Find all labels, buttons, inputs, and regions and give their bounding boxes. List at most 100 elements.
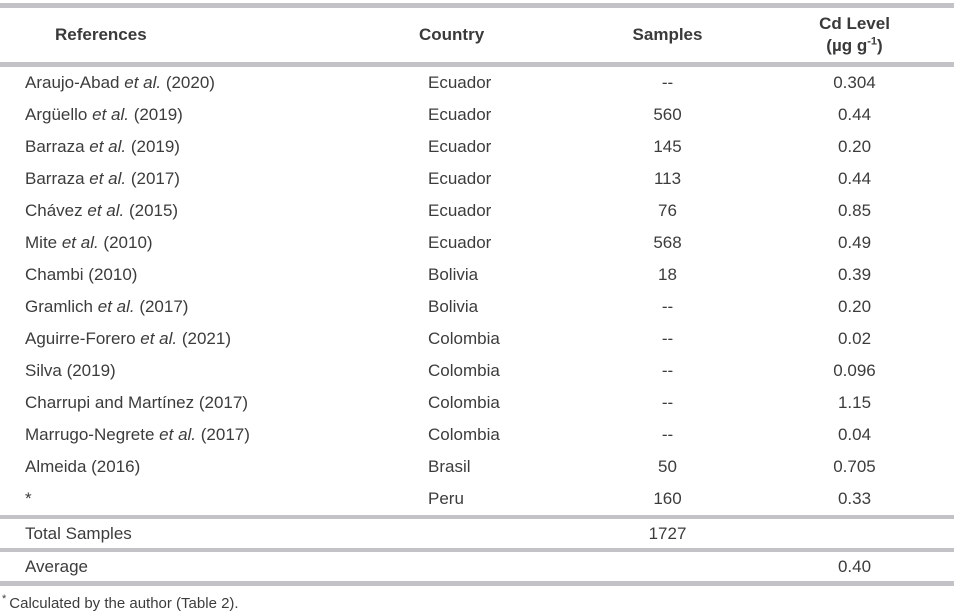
reference-text: Barraza (25, 137, 90, 156)
header-cd-unit: (µg g-1) (826, 35, 883, 56)
cd-level-cell: 0.20 (837, 137, 872, 156)
cd-level-cell: 0.20 (837, 297, 872, 316)
reference-cell: Gramlich et al. (2017) (0, 291, 395, 323)
table-row: Mite et al. (2010) Ecuador 568 0.49 (0, 227, 954, 259)
reference-text: Aguirre-Forero (25, 329, 141, 348)
table-row: Araujo-Abad et al. (2020) Ecuador -- 0.3… (0, 65, 954, 100)
reference-et-al: et al. (140, 329, 178, 348)
reference-text: Gramlich (25, 297, 98, 316)
reference-text: Marrugo-Negrete (25, 425, 160, 444)
header-cd-unit-exponent: -1 (867, 35, 878, 48)
samples-cell: -- (661, 73, 674, 92)
footnote-text: Calculated by the author (Table 2). (9, 595, 239, 612)
samples-cell: 113 (653, 169, 682, 188)
reference-year: (2010) (98, 233, 153, 252)
cd-level-cell: 0.44 (837, 105, 872, 124)
total-samples-label: Total Samples (0, 515, 395, 550)
samples-cell: -- (661, 329, 674, 348)
reference-text: Mite (25, 233, 62, 252)
average-empty-country (395, 548, 580, 586)
country-cell: Ecuador (428, 73, 492, 92)
table-row: Gramlich et al. (2017) Bolivia -- 0.20 (0, 291, 954, 323)
header-country: Country (395, 5, 580, 67)
reference-text: Barraza (25, 169, 90, 188)
reference-text: Argüello (25, 105, 93, 124)
reference-et-al: et al. (89, 137, 127, 156)
reference-text: Almeida (2016) (25, 457, 141, 476)
reference-cell: Chávez et al. (2015) (0, 195, 395, 227)
reference-et-al: et al. (92, 105, 129, 124)
table-row: * Peru 160 0.33 (0, 483, 954, 517)
reference-year: (2017) (126, 169, 180, 188)
footnote-marker: * (2, 593, 7, 605)
reference-et-al: et al. (89, 169, 127, 188)
reference-cell: Argüello et al. (2019) (0, 99, 395, 131)
header-cd-level: Cd Level (µg g-1) (755, 5, 954, 67)
reference-cell: Silva (2019) (0, 355, 395, 387)
country-cell: Colombia (428, 393, 500, 412)
header-cd-level-label: Cd Level (819, 13, 890, 33)
cd-level-cell: 1.15 (837, 393, 872, 412)
table-row: Aguirre-Forero et al. (2021) Colombia --… (0, 323, 954, 355)
country-cell: Brasil (428, 457, 471, 476)
cd-level-cell: 0.33 (837, 489, 872, 508)
reference-et-al: et al. (159, 425, 197, 444)
reference-cell: Barraza et al. (2019) (0, 131, 395, 163)
table-row: Chávez et al. (2015) Ecuador 76 0.85 (0, 195, 954, 227)
reference-year: (2020) (161, 73, 215, 92)
reference-cell: * (0, 483, 395, 517)
cd-level-cell: 0.04 (837, 425, 872, 444)
header-references: References (0, 5, 395, 67)
average-row: Average 0.40 (0, 548, 954, 586)
average-label: Average (0, 548, 395, 586)
header-samples: Samples (580, 5, 755, 67)
country-cell: Ecuador (428, 137, 492, 156)
reference-text: Chambi (2010) (25, 265, 138, 284)
total-samples-value: 1727 (580, 515, 755, 550)
cd-level-cell: 0.096 (833, 361, 876, 380)
samples-cell: -- (661, 393, 674, 412)
cd-level-cell: 0.705 (833, 457, 876, 476)
cd-level-cell: 0.304 (833, 73, 876, 92)
table-header: References Country Samples Cd Level (µg … (0, 5, 954, 67)
country-cell: Colombia (428, 329, 500, 348)
table-row: Barraza et al. (2019) Ecuador 145 0.20 (0, 131, 954, 163)
average-empty-samples (580, 548, 755, 586)
table-row: Barraza et al. (2017) Ecuador 113 0.44 (0, 163, 954, 195)
reference-text: * (25, 489, 32, 508)
table-row: Chambi (2010) Bolivia 18 0.39 (0, 259, 954, 291)
reference-cell: Marrugo-Negrete et al. (2017) (0, 419, 395, 451)
reference-text: Chávez (25, 201, 88, 220)
samples-cell: 76 (658, 201, 677, 220)
reference-cell: Araujo-Abad et al. (2020) (0, 65, 395, 100)
cd-level-cell: 0.39 (837, 265, 872, 284)
reference-et-al: et al. (124, 73, 162, 92)
country-cell: Colombia (428, 425, 500, 444)
country-cell: Ecuador (428, 233, 492, 252)
cd-level-cell: 0.49 (837, 233, 872, 252)
cd-level-cell: 0.85 (837, 201, 872, 220)
table-row: Charrupi and Martínez (2017) Colombia --… (0, 387, 954, 419)
samples-cell: 160 (653, 489, 682, 508)
reference-cell: Barraza et al. (2017) (0, 163, 395, 195)
country-cell: Ecuador (428, 201, 492, 220)
total-samples-empty-cd (755, 515, 954, 550)
samples-cell: 50 (658, 457, 677, 476)
header-samples-label: Samples (632, 25, 703, 44)
samples-cell: -- (661, 361, 674, 380)
reference-year: (2015) (124, 201, 179, 220)
table-row: Almeida (2016) Brasil 50 0.705 (0, 451, 954, 483)
reference-text: Charrupi and Martínez (2017) (25, 393, 249, 412)
total-samples-row: Total Samples 1727 (0, 515, 954, 550)
reference-cell: Charrupi and Martínez (2017) (0, 387, 395, 419)
reference-et-al: et al. (61, 233, 99, 252)
samples-cell: 568 (653, 233, 682, 252)
country-cell: Colombia (428, 361, 500, 380)
reference-year: (2021) (177, 329, 231, 348)
table-row: Marrugo-Negrete et al. (2017) Colombia -… (0, 419, 954, 451)
footnote: * Calculated by the author (Table 2). (0, 586, 954, 612)
total-samples-empty-country (395, 515, 580, 550)
reference-et-al: et al. (87, 201, 125, 220)
cd-level-cell: 0.02 (837, 329, 872, 348)
header-references-label: References (55, 25, 147, 44)
